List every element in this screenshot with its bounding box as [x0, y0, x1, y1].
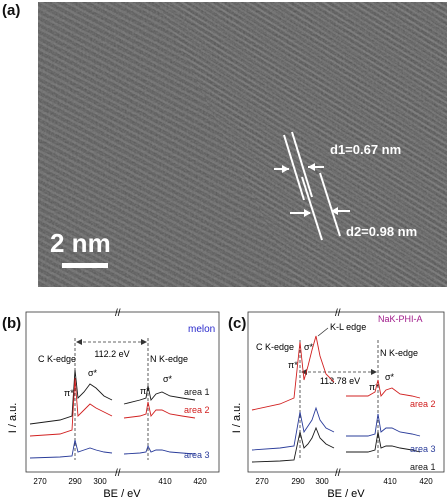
- panel-c-ylabel: I / a.u.: [231, 403, 243, 434]
- panel-c-trace-area3: [251, 406, 421, 451]
- panel-c-plot: // // 113.78 eV C K-edge K-L edge N K-ed…: [247, 308, 445, 500]
- panel-b-pi-n: π*: [140, 386, 150, 396]
- panel-c-pi: π*: [288, 360, 298, 370]
- panel-c-sigma: σ*: [304, 342, 314, 352]
- panel-b-n-edge: N K-edge: [150, 354, 188, 364]
- panel-b-tick: 410: [158, 477, 172, 486]
- panel-b-pi: π*: [64, 388, 74, 398]
- panel-a-label: (a): [2, 2, 21, 19]
- panel-c-sigma-n: σ*: [385, 372, 395, 382]
- panel-b-legend-area2: area 2: [184, 405, 210, 415]
- panel-b-trace-area2: [29, 377, 196, 437]
- panel-c-tick: 290: [291, 477, 305, 486]
- panel-b-legend-area1: area 1: [184, 387, 210, 397]
- panel-c-tick: 420: [419, 477, 433, 486]
- axis-break-bottom: //: [115, 468, 121, 479]
- d1-label: d1=0.67 nm: [330, 142, 401, 157]
- panel-c-pi-n: π*: [369, 382, 379, 392]
- panel-b-sigma-n: σ*: [163, 374, 173, 384]
- panel-b-plot: // // 112.2 eV C K-edge N K-edge melon π…: [25, 308, 220, 500]
- d2-label: d2=0.98 nm: [346, 224, 417, 239]
- panel-c-kl-edge: K-L edge: [330, 322, 366, 332]
- eels-charts: I / a.u. I / a.u. // // 112.2 eV C K-edg…: [7, 308, 445, 500]
- panel-c-tick: 410: [383, 477, 397, 486]
- panel-c-legend-area1: area 1: [410, 462, 436, 472]
- axis-break-top: //: [115, 308, 121, 319]
- panel-b-trace-area1: [29, 369, 196, 425]
- panel-b-tick: 290: [68, 477, 82, 486]
- panel-b-label: (b): [2, 315, 22, 332]
- panel-b-ylabel: I / a.u.: [7, 403, 19, 434]
- panel-b-tick: 300: [93, 477, 107, 486]
- panel-c-tick: 300: [315, 477, 329, 486]
- panel-b-tick: 270: [33, 477, 47, 486]
- scale-bar: [62, 263, 108, 268]
- panel-c-label: (c): [228, 315, 247, 332]
- panel-c-legend-area3: area 3: [410, 444, 436, 454]
- panel-c-gap: 113.78 eV: [320, 376, 360, 386]
- panel-c-sample: NaK-PHI-A: [378, 314, 423, 324]
- d2-marker: [290, 172, 350, 241]
- panel-b-tick: 420: [193, 477, 207, 486]
- hrtem-image: d1=0.67 nm d2=0.98 nm 2 nm: [38, 2, 447, 287]
- panel-b-xlabel: BE / eV: [103, 488, 141, 500]
- panel-b-legend-area3: area 3: [184, 450, 210, 460]
- panel-b-c-edge: C K-edge: [38, 354, 76, 364]
- panel-c-c-edge: C K-edge: [256, 342, 294, 352]
- panel-c-trace-area2: [251, 335, 421, 411]
- panel-c-n-edge: N K-edge: [380, 348, 418, 358]
- axis-break-top: //: [335, 308, 341, 319]
- d1-marker: [274, 131, 324, 201]
- scale-bar-label: 2 nm: [50, 228, 111, 258]
- panel-c-tick: 270: [255, 477, 269, 486]
- panel-c-xlabel: BE / eV: [327, 488, 365, 500]
- panel-c-trace-area1: [251, 426, 421, 463]
- panel-b-gap: 112.2 eV: [94, 349, 129, 359]
- panel-b-sample: melon: [188, 324, 215, 335]
- axis-break-bottom: //: [335, 468, 341, 479]
- panel-c-legend-area2: area 2: [410, 399, 436, 409]
- panel-b-sigma: σ*: [88, 368, 98, 378]
- panel-b-trace-area3: [29, 439, 196, 459]
